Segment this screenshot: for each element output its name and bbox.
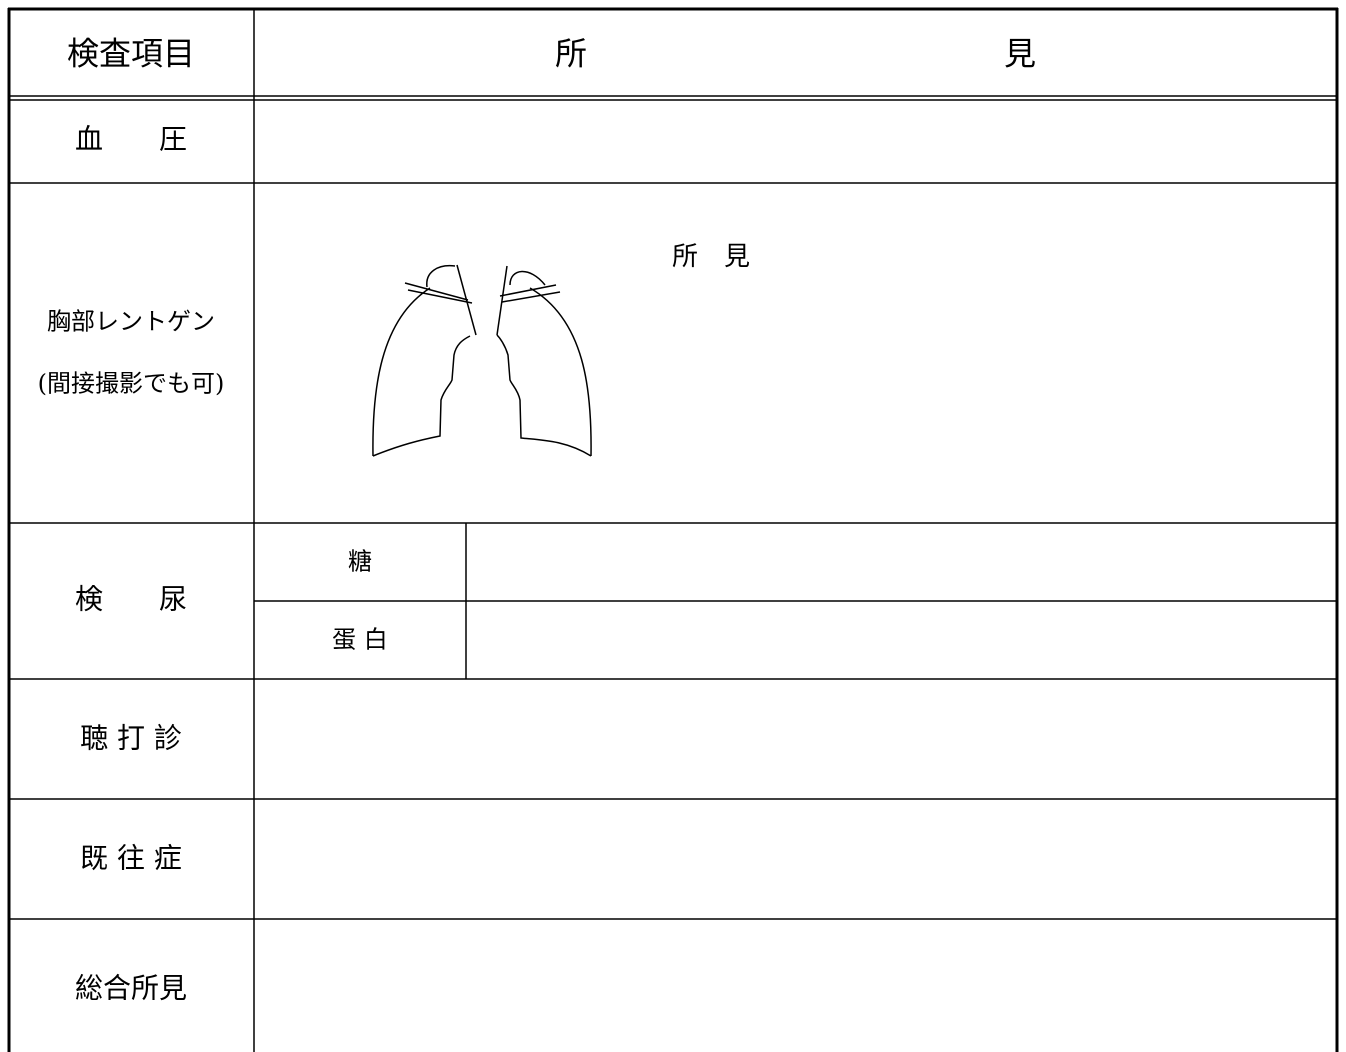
lung-diagram: [372, 264, 592, 457]
sub-label: 蛋 白: [332, 626, 388, 654]
row-label: 胸部レントゲン: [47, 308, 215, 336]
table-grid: [7, 7, 1339, 1052]
row-label: 血 圧: [75, 123, 187, 156]
row-label: 総合所見: [75, 972, 187, 1005]
header-finding: 所: [555, 35, 587, 73]
header-item: 検査項目: [67, 35, 195, 73]
finding-note: 所 見: [672, 242, 750, 272]
row-label: 既 往 症: [80, 842, 182, 875]
sub-label: 糖: [348, 548, 372, 576]
row-label: (間接撮影でも可): [38, 370, 225, 398]
row-label: 聴 打 診: [80, 722, 182, 755]
header-finding: 見: [1004, 35, 1036, 73]
row-label: 検 尿: [75, 583, 187, 616]
